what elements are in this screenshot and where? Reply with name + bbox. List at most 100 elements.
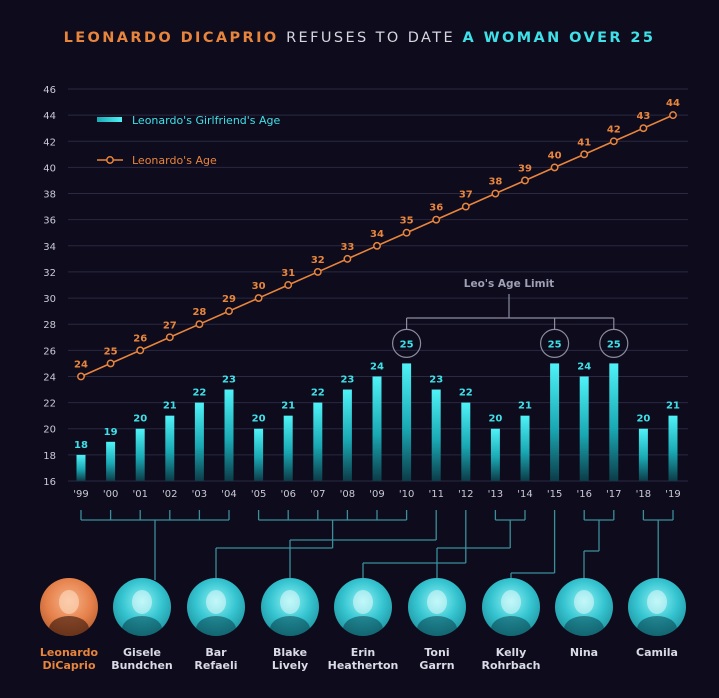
bar bbox=[254, 428, 264, 481]
person-name-line-2: Rohrbach bbox=[481, 659, 541, 672]
age-value-label: 27 bbox=[163, 320, 177, 331]
bar-value-label: 21 bbox=[163, 401, 177, 412]
x-tick-label: '13 bbox=[488, 489, 503, 500]
title-part-3: A WOMAN OVER 25 bbox=[462, 30, 656, 46]
bar bbox=[490, 428, 500, 481]
y-tick-label: 40 bbox=[43, 163, 56, 174]
age-point bbox=[195, 320, 204, 329]
title-part-2: REFUSES TO DATE bbox=[286, 30, 456, 46]
person-4: Blake Lively bbox=[253, 578, 327, 672]
person-name: Bar Refaeli bbox=[179, 646, 253, 672]
person-name: Blake Lively bbox=[253, 646, 327, 672]
y-tick-label: 20 bbox=[43, 425, 56, 436]
x-tick-label: '09 bbox=[369, 489, 384, 500]
age-point bbox=[313, 267, 322, 276]
bar bbox=[165, 415, 175, 481]
age-value-label: 42 bbox=[607, 124, 621, 135]
avatar-head bbox=[427, 590, 447, 614]
avatar bbox=[555, 578, 613, 636]
page-title: LEONARDO DICAPRIO REFUSES TO DATE A WOMA… bbox=[0, 30, 719, 46]
bar bbox=[668, 415, 678, 481]
person-name: Erin Heatherton bbox=[326, 646, 400, 672]
age-point bbox=[639, 124, 648, 133]
avatar-shoulders bbox=[343, 616, 383, 636]
x-tick-label: '05 bbox=[251, 489, 266, 500]
y-tick-label: 26 bbox=[43, 346, 56, 357]
person-3: Bar Refaeli bbox=[179, 578, 253, 672]
avatar bbox=[261, 578, 319, 636]
legend: Leonardo's Girlfriend's Age Leonardo's Ag… bbox=[97, 114, 281, 167]
age-value-label: 44 bbox=[666, 98, 680, 109]
person-name-line-2: Lively bbox=[271, 659, 309, 672]
avatar-shoulders bbox=[122, 616, 162, 636]
legend-label-bar: Leonardo's Girlfriend's Age bbox=[132, 114, 281, 127]
bar bbox=[638, 428, 648, 481]
y-tick-label: 38 bbox=[43, 190, 56, 201]
age-value-label: 36 bbox=[429, 203, 443, 214]
age-point bbox=[550, 163, 559, 172]
age-point bbox=[432, 215, 441, 224]
age-value-label: 30 bbox=[252, 281, 266, 292]
age-point bbox=[609, 137, 618, 146]
age-point bbox=[77, 372, 85, 381]
person-name-line-2: Heatherton bbox=[327, 659, 399, 672]
x-tick-label: '18 bbox=[636, 489, 651, 500]
y-tick-label: 46 bbox=[43, 85, 56, 96]
bar-value-label: 22 bbox=[459, 388, 473, 399]
avatar-head bbox=[501, 590, 521, 614]
age-value-label: 28 bbox=[192, 307, 206, 318]
bar bbox=[283, 415, 293, 481]
x-tick-label: '12 bbox=[458, 489, 473, 500]
x-tick-label: '19 bbox=[665, 489, 680, 500]
age-value-label: 39 bbox=[518, 163, 532, 174]
x-tick-label: '15 bbox=[547, 489, 562, 500]
bar bbox=[402, 363, 412, 481]
bar bbox=[106, 441, 116, 481]
avatar-head bbox=[647, 590, 667, 614]
bar-value-label: 22 bbox=[311, 388, 325, 399]
avatar-head bbox=[132, 590, 152, 614]
avatar-shoulders bbox=[564, 616, 604, 636]
bar-value-label: 24 bbox=[370, 361, 384, 372]
avatar-head bbox=[353, 590, 373, 614]
avatar bbox=[628, 578, 686, 636]
age-point bbox=[373, 241, 381, 250]
age-value-label: 34 bbox=[370, 229, 384, 240]
person-name-line-1: Erin bbox=[350, 646, 376, 659]
avatar-shoulders bbox=[491, 616, 531, 636]
person-2: Gisele Bundchen bbox=[105, 578, 179, 672]
avatar bbox=[40, 578, 98, 636]
x-tick-label: '06 bbox=[280, 489, 295, 500]
age-value-label: 37 bbox=[459, 190, 473, 201]
bar-series bbox=[76, 363, 678, 481]
person-9: Camila bbox=[620, 578, 694, 659]
people-row: Leonardo DiCaprio Gisele Bundchen Bar Refaeli… bbox=[0, 578, 719, 698]
person-name-line-1: Nina bbox=[569, 646, 599, 659]
avatar-head bbox=[574, 590, 594, 614]
avatar-shoulders bbox=[417, 616, 457, 636]
x-tick-label: '02 bbox=[162, 489, 177, 500]
x-tick-label: '11 bbox=[428, 489, 443, 500]
bar bbox=[372, 376, 382, 481]
avatar-shoulders bbox=[637, 616, 677, 636]
person-7: Kelly Rohrbach bbox=[474, 578, 548, 672]
person-name: Camila bbox=[620, 646, 694, 659]
age-point bbox=[136, 346, 145, 355]
age-point bbox=[402, 228, 411, 237]
age-value-label: 32 bbox=[311, 255, 325, 266]
avatar-shoulders bbox=[270, 616, 310, 636]
person-6: Toni Garrn bbox=[400, 578, 474, 672]
legend-swatch-point bbox=[106, 156, 114, 164]
age-value-label: 25 bbox=[104, 346, 118, 357]
bar-value-label: 21 bbox=[281, 401, 295, 412]
person-name-line-1: Bar bbox=[205, 646, 227, 659]
y-tick-label: 16 bbox=[43, 477, 56, 488]
bar bbox=[461, 402, 471, 481]
bar-value-label: 23 bbox=[222, 375, 236, 386]
bar-value-label: 25 bbox=[607, 339, 621, 350]
bar-value-labels: 18 19 20 21 22 23 20 21 22 23 24 25 23 22 20 21 25 24 25 20… bbox=[74, 339, 680, 450]
x-axis-ticks: '99 '00 '01 '02 '03 '04 '05 '06 '07 '08 '09 '10 '11 '… bbox=[73, 489, 680, 500]
person-name: Gisele Bundchen bbox=[105, 646, 179, 672]
person-name: Toni Garrn bbox=[400, 646, 474, 672]
bar-value-label: 23 bbox=[340, 375, 354, 386]
